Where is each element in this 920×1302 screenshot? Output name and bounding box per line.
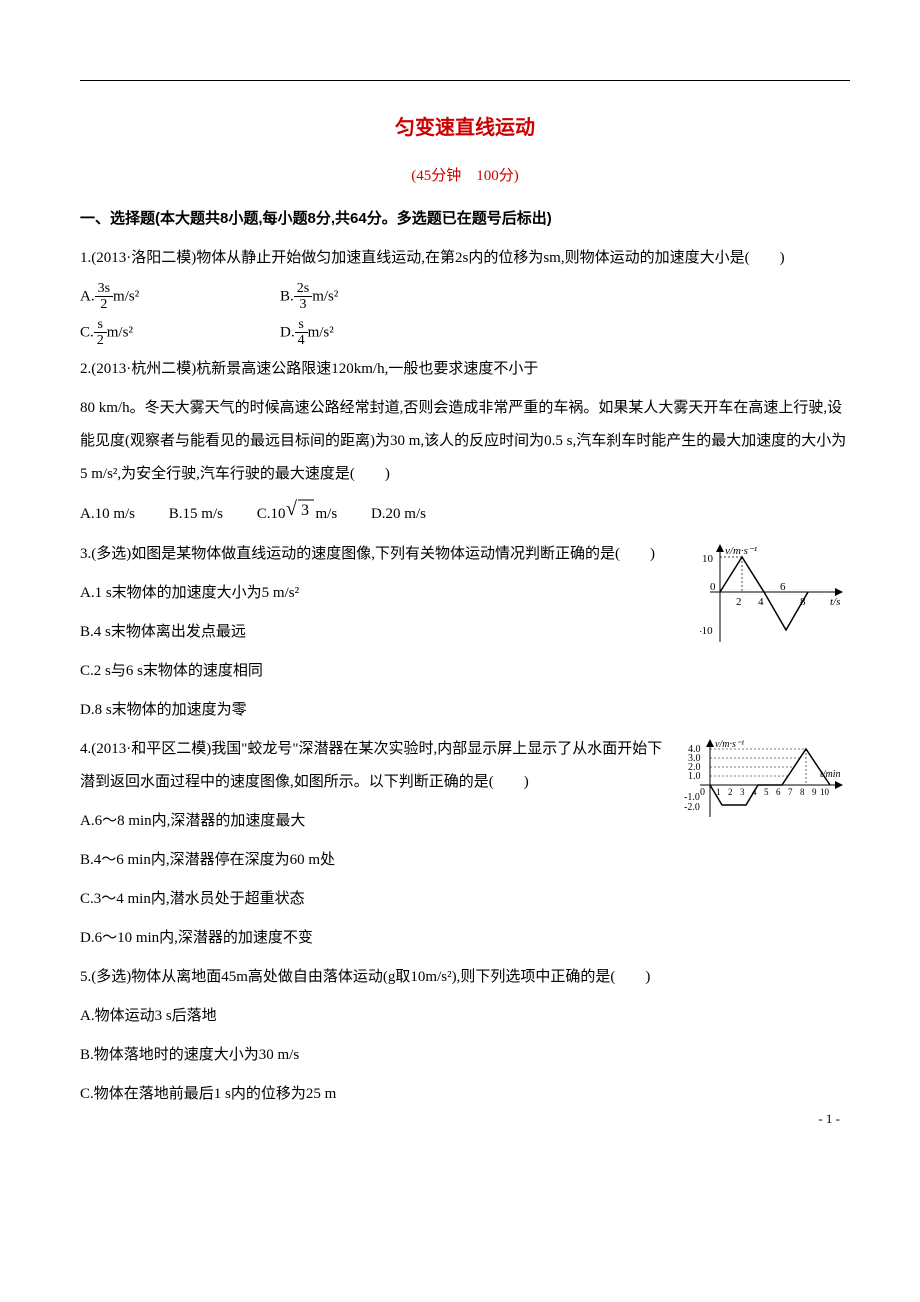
svg-text:v/m·s⁻¹: v/m·s⁻¹	[715, 739, 744, 750]
sqrt-icon: √3	[286, 497, 316, 532]
doc-subtitle: (45分钟 100分)	[80, 164, 850, 185]
q1-option-b: B.2s3m/s²	[280, 281, 480, 313]
opt-label: C.	[80, 324, 94, 340]
svg-text:2: 2	[728, 787, 733, 797]
fraction: s4	[295, 317, 308, 349]
svg-text:3: 3	[301, 502, 309, 519]
unit: m/s²	[113, 288, 139, 304]
q5-option-b: B.物体落地时的速度大小为30 m/s	[80, 1039, 850, 1072]
q5-option-a: A.物体运动3 s后落地	[80, 1000, 850, 1033]
q2-option-a: A.10 m/s	[80, 506, 135, 522]
fraction: 3s2	[95, 281, 113, 313]
question-2-options: A.10 m/s B.15 m/s C.10√3m/s D.20 m/s	[80, 497, 850, 532]
question-2-line-1: 2.(2013·杭州二模)杭新景高速公路限速120km/h,一般也要求速度不小于	[80, 353, 850, 386]
opt-pre: C.10	[257, 506, 286, 522]
q2-option-c: C.10√3m/s	[257, 506, 337, 522]
svg-text:1.0: 1.0	[688, 771, 701, 782]
question-5-stem: 5.(多选)物体从离地面45m高处做自由落体运动(g取10m/s²),则下列选项…	[80, 961, 850, 994]
svg-text:2: 2	[736, 596, 742, 608]
opt-label: B.	[280, 288, 294, 304]
svg-text:8: 8	[800, 787, 805, 797]
unit: m/s²	[107, 324, 133, 340]
q1-option-a: A.3s2m/s²	[80, 281, 280, 313]
svg-text:v/m·s⁻¹: v/m·s⁻¹	[725, 545, 757, 557]
q1-option-c: C.s2m/s²	[80, 317, 280, 349]
svg-text:9: 9	[812, 787, 817, 797]
svg-text:10: 10	[820, 787, 830, 797]
top-rule	[80, 80, 850, 81]
svg-text:0: 0	[710, 581, 716, 593]
question-2-line-2: 80 km/h。冬天大雾天气的时候高速公路经常封道,否则会造成非常严重的车祸。如…	[80, 392, 850, 491]
svg-text:-2.0: -2.0	[684, 802, 700, 813]
opt-label: D.	[280, 324, 295, 340]
svg-text:√: √	[286, 498, 297, 519]
svg-text:4: 4	[758, 596, 764, 608]
unit: m/s²	[312, 288, 338, 304]
page-number: - 1 -	[818, 1111, 840, 1127]
q3-figure: v/m·s⁻¹ t/s 10 0 -10 2 4 6 8	[700, 542, 850, 657]
q4-option-b: B.4～6 min内,深潜器停在深度为60 m处	[80, 844, 850, 877]
svg-text:3: 3	[740, 787, 745, 797]
section-1-heading: 一、选择题(本大题共8小题,每小题8分,共64分。多选题已在题号后标出)	[80, 207, 850, 228]
opt-label: A.	[80, 288, 95, 304]
q3-option-c: C.2 s与6 s末物体的速度相同	[80, 655, 850, 688]
opt-post: m/s	[316, 506, 338, 522]
unit: m/s²	[308, 324, 334, 340]
svg-text:0: 0	[700, 787, 705, 798]
svg-text:-10: -10	[700, 625, 713, 637]
q3-option-d: D.8 s末物体的加速度为零	[80, 694, 850, 727]
question-1-options-row-2: C.s2m/s² D.s4m/s²	[80, 317, 850, 349]
doc-title: 匀变速直线运动	[80, 111, 850, 140]
question-1-stem: 1.(2013·洛阳二模)物体从静止开始做匀加速直线运动,在第2s内的位移为sm…	[80, 242, 850, 275]
q4-option-c: C.3～4 min内,潜水员处于超重状态	[80, 883, 850, 916]
q1-option-d: D.s4m/s²	[280, 317, 480, 349]
q4-option-d: D.6～10 min内,深潜器的加速度不变	[80, 922, 850, 955]
q2-option-b: B.15 m/s	[169, 506, 223, 522]
fraction: s2	[94, 317, 107, 349]
svg-text:6: 6	[776, 787, 781, 797]
q4-figure: v/m·s⁻¹ t/min 4.0 3.0 2.0 1.0 0 -1.0 -2.…	[680, 737, 850, 842]
svg-text:10: 10	[702, 553, 714, 565]
q5-option-c: C.物体在落地前最后1 s内的位移为25 m	[80, 1078, 850, 1111]
svg-text:5: 5	[764, 787, 769, 797]
svg-text:6: 6	[780, 581, 786, 593]
q2-option-d: D.20 m/s	[371, 506, 426, 522]
question-1-options-row-1: A.3s2m/s² B.2s3m/s²	[80, 281, 850, 313]
svg-text:t/s: t/s	[830, 596, 840, 608]
svg-text:7: 7	[788, 787, 793, 797]
fraction: 2s3	[294, 281, 312, 313]
